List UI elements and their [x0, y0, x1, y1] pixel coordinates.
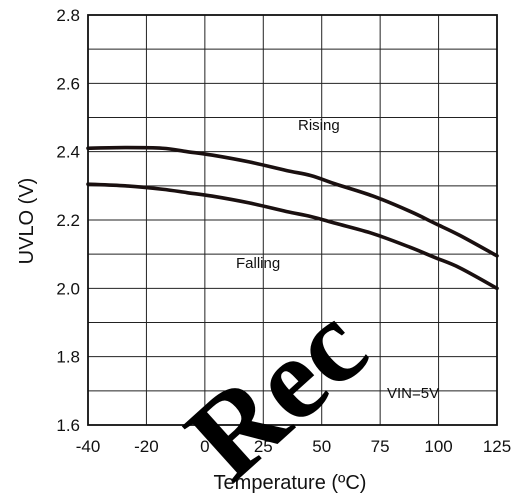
y-tick-label: 2.0 — [56, 279, 80, 298]
y-tick-label: 2.4 — [56, 143, 80, 162]
y-tick-label: 2.8 — [56, 6, 80, 25]
x-tick-label: 0 — [200, 437, 209, 456]
y-tick-labels: 1.6 1.8 2.0 2.2 2.4 2.6 2.8 — [56, 6, 80, 435]
y-tick-label: 1.8 — [56, 348, 80, 367]
x-tick-label: 100 — [424, 437, 452, 456]
rising-annotation: Rising — [298, 117, 340, 134]
x-tick-label: 50 — [312, 437, 331, 456]
x-axis-label: Temperature (ºC) — [214, 472, 367, 494]
y-tick-label: 2.2 — [56, 211, 80, 230]
x-tick-label: 25 — [254, 437, 273, 456]
x-tick-labels: -40 -20 0 25 50 75 100 125 — [76, 437, 511, 456]
y-axis-label: UVLO (V) — [16, 178, 38, 265]
series-line-rising — [86, 145, 499, 258]
x-tick-label: -20 — [134, 437, 159, 456]
x-tick-label: 75 — [371, 437, 390, 456]
falling-annotation: Falling — [236, 255, 280, 272]
vin-annotation: VIN=5V — [387, 385, 439, 402]
y-tick-label: 2.6 — [56, 74, 80, 93]
x-tick-label: 125 — [483, 437, 511, 456]
y-tick-label: 1.6 — [56, 416, 80, 435]
plot-frame — [87, 14, 498, 426]
series-line-falling — [86, 182, 499, 291]
x-tick-label: -40 — [76, 437, 101, 456]
series-layer — [86, 145, 499, 291]
